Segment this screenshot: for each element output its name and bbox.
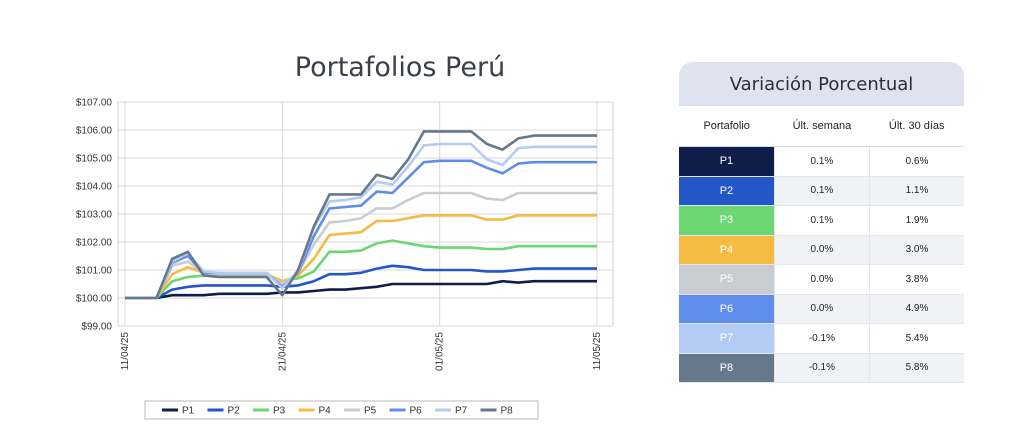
week-change-cell: 0.0% (773, 235, 870, 265)
portfolio-name-cell: P1 (679, 146, 775, 177)
column-header-month: Últ. 30 días (869, 106, 964, 147)
portfolio-name-cell: P5 (679, 264, 775, 295)
chart-title: Portafolios Perú (294, 52, 506, 83)
y-tick-label: $102.00 (76, 238, 113, 249)
line-chart: $99.00 $100.00 $101.00 $102.00 $103.00 $104.0… (76, 98, 614, 420)
legend-box (144, 400, 539, 420)
month-change-cell: 3.0% (868, 235, 964, 265)
portfolio-name-cell: P8 (679, 353, 775, 383)
month-change-cell: 1.9% (868, 205, 964, 236)
month-change-cell: 5.4% (868, 323, 964, 354)
y-tick-label: $107.00 (76, 98, 113, 109)
week-change-cell: -0.1% (773, 323, 870, 354)
x-tick-label: 21/04/25 (277, 332, 288, 371)
table-header-row: Portafolio Últ. semana Últ. 30 días (679, 106, 964, 147)
x-tick-label: 01/05/25 (435, 332, 446, 371)
y-tick-label: $100.00 (76, 294, 113, 305)
table-row: P2 0.1% 1.1% (679, 176, 964, 206)
table-row: P1 0.1% 0.6% (679, 146, 964, 177)
table-body: P1 0.1% 0.6% P2 0.1% 1.1% P3 0.1% 1.9% P4 0.0% 3.0%… (679, 146, 964, 383)
month-change-cell: 1.1% (868, 176, 964, 206)
chart-series (125, 130, 597, 300)
y-tick-label: $106.00 (76, 126, 113, 137)
y-tick-label: $104.00 (76, 182, 113, 193)
x-tick-label: 11/04/25 (120, 332, 131, 371)
y-tick-label: $105.00 (76, 154, 113, 165)
series-line-p2 (125, 264, 597, 300)
y-tick-label: $99.00 (81, 322, 112, 333)
portfolio-name-cell: P3 (679, 205, 775, 236)
week-change-cell: 0.1% (773, 146, 870, 177)
portfolio-name-cell: P7 (679, 323, 775, 354)
month-change-cell: 3.8% (868, 264, 964, 295)
legend-label: P4 (319, 406, 332, 417)
column-header-portfolio: Portafolio (679, 106, 775, 147)
month-change-cell: 0.6% (868, 146, 964, 177)
series-line-p1 (125, 279, 597, 300)
month-change-cell: 4.9% (868, 294, 964, 324)
column-header-week: Últ. semana (774, 106, 870, 147)
portfolio-name-cell: P6 (679, 294, 775, 324)
portfolio-name-cell: P2 (679, 176, 775, 206)
week-change-cell: 0.0% (773, 294, 870, 324)
legend-label: P2 (228, 406, 241, 417)
legend-label: P5 (364, 406, 377, 417)
series-line-p7 (125, 142, 597, 300)
chart-grid (117, 101, 614, 327)
week-change-cell: 0.1% (773, 205, 870, 236)
variation-table-panel: Variación Porcentual Portafolio Últ. sem… (679, 62, 964, 383)
week-change-cell: 0.1% (773, 176, 870, 206)
series-line-p6 (125, 159, 597, 300)
table-row: P8 -0.1% 5.8% (679, 353, 964, 383)
table-row: P4 0.0% 3.0% (679, 235, 964, 265)
month-change-cell: 5.8% (868, 353, 964, 383)
table-row: P6 0.0% 4.9% (679, 294, 964, 324)
legend-label: P8 (501, 406, 514, 417)
y-tick-label: $101.00 (76, 266, 113, 277)
x-tick-label: 11/05/25 (592, 332, 603, 371)
week-change-cell: 0.0% (773, 264, 870, 295)
chart-axes: $99.00 $100.00 $101.00 $102.00 $103.00 $104.0… (76, 98, 603, 371)
legend-label: P3 (273, 406, 286, 417)
legend-label: P6 (410, 406, 423, 417)
legend-label: P1 (182, 406, 195, 417)
series-line-p8 (125, 130, 597, 300)
table-row: P7 -0.1% 5.4% (679, 323, 964, 354)
week-change-cell: -0.1% (773, 353, 870, 383)
variation-table: Portafolio Últ. semana Últ. 30 días P1 0.… (679, 106, 964, 383)
legend-label: P7 (455, 406, 468, 417)
portfolio-name-cell: P4 (679, 235, 775, 265)
table-row: P3 0.1% 1.9% (679, 205, 964, 236)
y-tick-label: $103.00 (76, 210, 113, 221)
chart-legend: P1 P2 P3 P4 P5 P6 P7 P8 (144, 400, 539, 420)
table-title: Variación Porcentual (679, 62, 964, 106)
table-row: P5 0.0% 3.8% (679, 264, 964, 295)
